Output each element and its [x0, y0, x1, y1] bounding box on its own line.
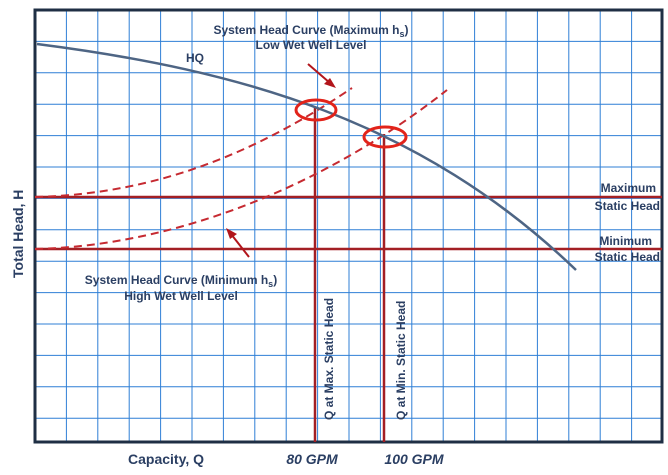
- q-at-max-static-head-label: Q at Max. Static Head: [322, 298, 336, 420]
- system-head-curve-min-title: System Head Curve (Minimum hs): [85, 273, 277, 289]
- maximum-static-head-label: Static Head: [595, 199, 660, 213]
- chart-frame: [33, 8, 664, 444]
- x-mark-100-gpm: 100 GPM: [384, 451, 443, 467]
- system-head-curve-max-title: System Head Curve (Maximum hs): [213, 23, 408, 39]
- hq-curve-label: HQ: [186, 51, 204, 65]
- operating-point-circle-max: [294, 98, 338, 122]
- minimum-static-head-label: Static Head: [595, 250, 660, 264]
- chart-grid: [35, 10, 662, 442]
- low-wet-well-level-label: Low Wet Well Level: [256, 38, 367, 52]
- arrow-to-min-curve: [226, 228, 250, 258]
- pump-hq-curve: [36, 42, 577, 271]
- x-mark-80-gpm: 80 GPM: [286, 451, 338, 467]
- minimum-label: Minimum: [599, 234, 652, 248]
- x-axis-label: Capacity, Q: [128, 451, 204, 467]
- maximum-label: Maximum: [601, 181, 656, 195]
- arrow-to-max-curve: [307, 63, 336, 88]
- q-at-min-static-head-label: Q at Min. Static Head: [394, 301, 408, 420]
- y-axis-label: Total Head, H: [10, 190, 26, 278]
- operating-point-circle-min: [362, 125, 408, 149]
- high-wet-well-level-label: High Wet Well Level: [124, 289, 238, 303]
- system-curve-maximum-hs: [34, 87, 353, 198]
